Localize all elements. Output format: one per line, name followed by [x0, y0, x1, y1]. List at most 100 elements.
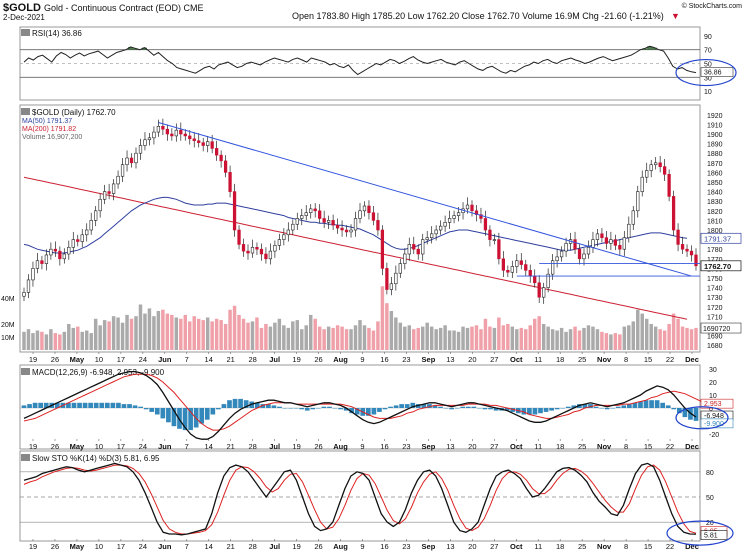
candle-up — [116, 175, 120, 185]
volume-bar — [161, 309, 165, 350]
macd-histogram-bar — [615, 406, 621, 408]
macd-histogram-bar — [527, 408, 532, 415]
candle-down — [318, 210, 322, 219]
macd-panel-menu-icon[interactable] — [21, 368, 30, 375]
macd-histogram-bar — [71, 402, 77, 408]
candle-up — [394, 272, 398, 285]
price-tick-label: 1830 — [707, 199, 723, 206]
volume-tick-label: 10M — [1, 335, 15, 342]
volume-bar — [394, 317, 398, 350]
volume-bar — [277, 318, 282, 350]
x-axis-label: 10 — [95, 442, 103, 451]
volume-bar — [479, 329, 483, 350]
volume-bar — [488, 326, 492, 350]
trendline-descending — [158, 121, 692, 277]
candle-down — [197, 140, 201, 143]
volume-bar — [102, 320, 107, 350]
volume-bar — [407, 325, 412, 350]
volume-bar — [358, 320, 362, 350]
candle-up — [71, 239, 75, 248]
x-axis-label: Sep — [422, 355, 436, 364]
candle-down — [573, 239, 577, 250]
volume-bar — [67, 324, 71, 350]
macd-histogram-bar — [177, 408, 182, 429]
macd-histogram-bar — [254, 402, 260, 408]
price-panel-menu-icon[interactable] — [21, 108, 30, 115]
volume-bar — [268, 326, 273, 350]
x-axis-label: 22 — [666, 542, 674, 551]
volume-bar — [22, 331, 26, 350]
volume-bar — [537, 316, 541, 350]
volume-bar — [344, 329, 349, 350]
price-title: $GOLD (Daily) 1762.70 — [32, 108, 116, 117]
candle-down — [618, 245, 622, 250]
sto-panel-menu-icon[interactable] — [21, 454, 30, 461]
rsi-tick-label: 70 — [704, 48, 712, 55]
volume-bar — [58, 334, 62, 350]
candle-up — [559, 250, 564, 258]
macd-histogram-bar — [588, 404, 593, 408]
x-axis-label: 15 — [644, 542, 652, 551]
volume-bar — [300, 329, 304, 350]
rsi-panel-menu-icon[interactable] — [21, 29, 30, 36]
candle-up — [138, 145, 143, 154]
x-axis-label: Jul — [269, 355, 280, 364]
candle-down — [259, 248, 264, 255]
x-axis-label: Jul — [269, 542, 280, 551]
volume-bar — [93, 318, 98, 350]
volume-bar — [631, 321, 636, 350]
x-axis-label: 13 — [446, 442, 454, 451]
macd-badge: -9.900 — [704, 421, 724, 428]
macd-histogram-bar — [388, 406, 393, 408]
volume-bar — [107, 321, 111, 350]
price-tick-label: 1850 — [707, 180, 723, 187]
macd-histogram-bar — [121, 404, 127, 408]
volume-bar — [649, 324, 653, 350]
volume-bar — [143, 313, 147, 350]
x-axis-label: 26 — [314, 355, 322, 364]
volume-bar — [282, 325, 286, 350]
candle-up — [67, 246, 71, 255]
volume-bar — [640, 313, 644, 350]
last-price-badge: 1762.70 — [704, 262, 731, 271]
x-axis-label: 20 — [468, 542, 476, 551]
volume-bar — [398, 322, 403, 350]
candle-up — [582, 253, 586, 260]
x-axis-label: 18 — [556, 542, 564, 551]
macd-histogram-bar — [227, 400, 232, 408]
x-axis-label: Oct — [510, 355, 523, 364]
macd-histogram-bar — [676, 408, 682, 414]
volume-bar — [546, 326, 550, 350]
candle-up — [98, 198, 102, 212]
macd-histogram-bar — [582, 404, 588, 408]
macd-histogram-bar — [554, 408, 560, 410]
price-tick-label: 1870 — [707, 161, 723, 168]
candle-up — [452, 215, 456, 219]
macd-histogram-bar — [643, 400, 649, 408]
volume-bar — [255, 317, 259, 350]
candle-up — [353, 218, 358, 231]
candle-down — [322, 218, 326, 223]
macd-histogram-bar — [243, 400, 249, 408]
candle-up — [631, 210, 635, 225]
candle-down — [680, 244, 685, 250]
rsi-line — [23, 45, 697, 76]
x-axis-label: Jul — [269, 442, 280, 451]
volume-bar — [183, 314, 188, 350]
volume-bar — [156, 311, 161, 350]
price-tick-label: 1740 — [707, 286, 723, 293]
candle-down — [528, 270, 532, 277]
candle-down — [667, 174, 671, 197]
macd-histogram-bar — [538, 408, 543, 414]
macd-histogram-bar — [438, 406, 443, 408]
price-tick-label: 1900 — [707, 132, 723, 139]
candle-down — [223, 160, 228, 173]
volume-bar — [237, 314, 241, 350]
macd-histogram-bar — [471, 406, 477, 408]
volume-bar — [111, 316, 116, 350]
price-plot — [22, 118, 700, 350]
x-axis-label: Jun — [158, 442, 172, 451]
candle-down — [165, 128, 169, 135]
